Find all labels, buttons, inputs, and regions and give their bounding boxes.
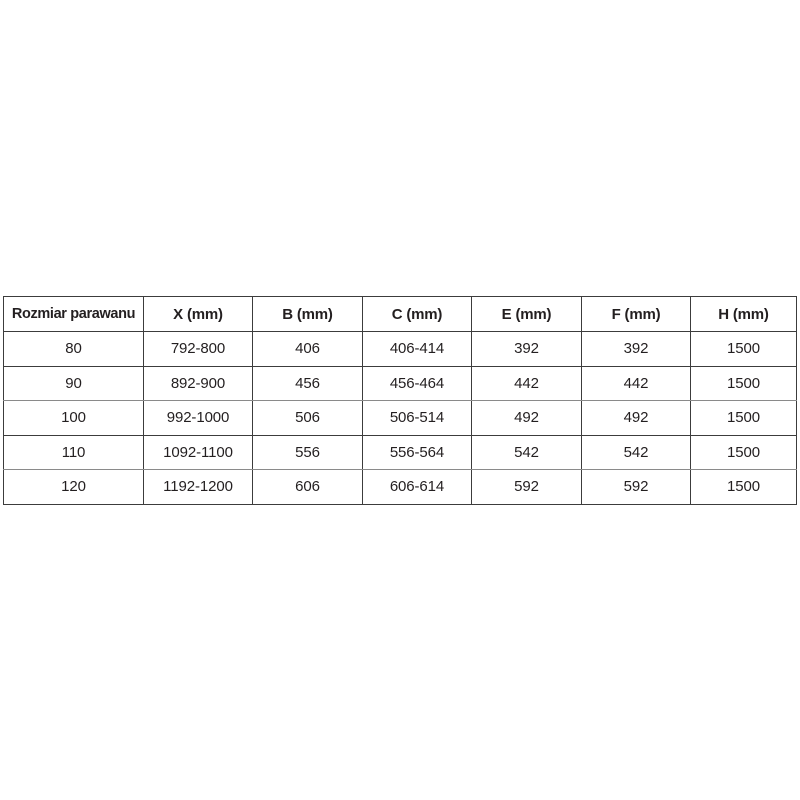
column-header-x: X (mm) [143, 296, 253, 332]
cell-x: 1092-1100 [143, 435, 253, 470]
cell-size: 80 [3, 331, 144, 367]
cell-h: 1500 [690, 331, 797, 367]
table-row: 80 792-800 406 406-414 392 392 1500 [3, 331, 797, 367]
cell-x: 792-800 [143, 331, 253, 367]
cell-c: 506-514 [362, 400, 472, 436]
column-header-size: Rozmiar parawanu [3, 296, 144, 332]
cell-e: 542 [471, 435, 582, 470]
table-row: 100 992-1000 506 506-514 492 492 1500 [3, 400, 797, 436]
cell-c: 606-614 [362, 469, 472, 505]
table-row: 110 1092-1100 556 556-564 542 542 1500 [3, 435, 797, 470]
cell-c: 406-414 [362, 331, 472, 367]
cell-b: 406 [252, 331, 363, 367]
cell-x: 892-900 [143, 366, 253, 401]
column-header-f: F (mm) [581, 296, 691, 332]
table-header: Rozmiar parawanu X (mm) B (mm) C (mm) E … [3, 296, 797, 332]
cell-e: 592 [471, 469, 582, 505]
table-row: 90 892-900 456 456-464 442 442 1500 [3, 366, 797, 401]
column-header-b: B (mm) [252, 296, 363, 332]
cell-f: 592 [581, 469, 691, 505]
size-table-container: Rozmiar parawanu X (mm) B (mm) C (mm) E … [3, 296, 797, 505]
cell-h: 1500 [690, 366, 797, 401]
cell-c: 556-564 [362, 435, 472, 470]
column-header-e: E (mm) [471, 296, 582, 332]
cell-size: 110 [3, 435, 144, 470]
cell-x: 992-1000 [143, 400, 253, 436]
cell-e: 442 [471, 366, 582, 401]
cell-f: 492 [581, 400, 691, 436]
cell-e: 492 [471, 400, 582, 436]
cell-b: 456 [252, 366, 363, 401]
cell-f: 392 [581, 331, 691, 367]
cell-f: 442 [581, 366, 691, 401]
cell-e: 392 [471, 331, 582, 367]
column-header-c: C (mm) [362, 296, 472, 332]
cell-size: 100 [3, 400, 144, 436]
shower-screen-size-table: Rozmiar parawanu X (mm) B (mm) C (mm) E … [3, 296, 797, 505]
cell-x: 1192-1200 [143, 469, 253, 505]
cell-h: 1500 [690, 435, 797, 470]
table-body: 80 792-800 406 406-414 392 392 1500 90 8… [3, 331, 797, 505]
column-header-h: H (mm) [690, 296, 797, 332]
cell-h: 1500 [690, 469, 797, 505]
cell-f: 542 [581, 435, 691, 470]
table-header-row: Rozmiar parawanu X (mm) B (mm) C (mm) E … [3, 296, 797, 332]
cell-b: 556 [252, 435, 363, 470]
table-row: 120 1192-1200 606 606-614 592 592 1500 [3, 469, 797, 505]
cell-size: 120 [3, 469, 144, 505]
cell-b: 606 [252, 469, 363, 505]
cell-h: 1500 [690, 400, 797, 436]
cell-size: 90 [3, 366, 144, 401]
cell-c: 456-464 [362, 366, 472, 401]
cell-b: 506 [252, 400, 363, 436]
